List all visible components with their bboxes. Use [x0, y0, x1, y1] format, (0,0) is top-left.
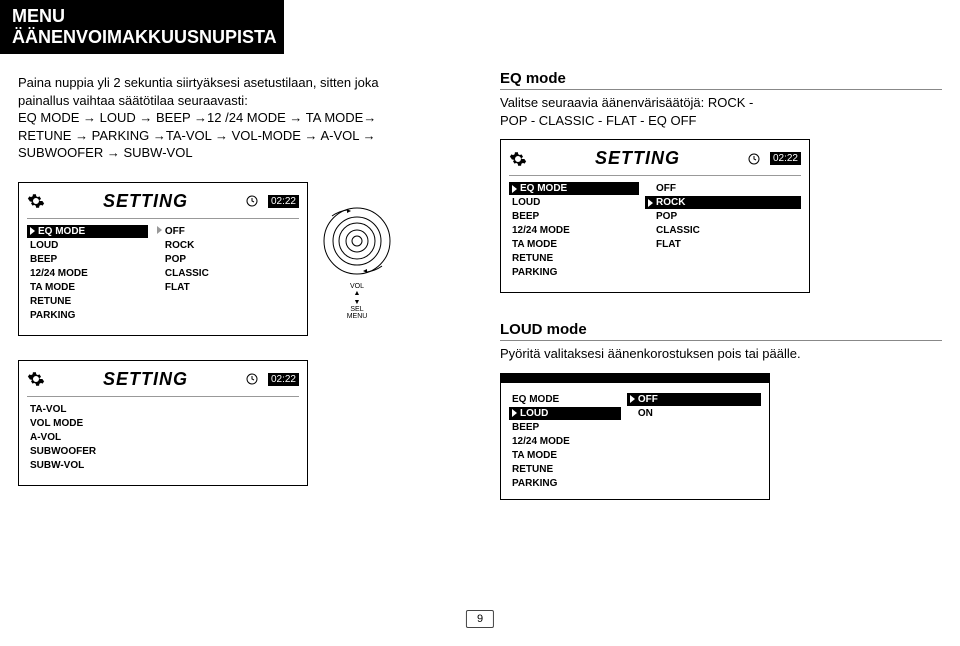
loud-mode-title: LOUD mode: [500, 321, 942, 341]
clock-icon: [246, 373, 258, 385]
setting-panel-loud: EQ MODELOUDBEEP12/24 MODETA MODERETUNEPA…: [500, 373, 770, 500]
knob-label-top: VOL▲: [322, 283, 392, 297]
triangle-icon: [30, 227, 35, 235]
panel-title: SETTING: [537, 148, 738, 169]
value-list: OFFROCKPOPCLASSICFLAT: [645, 182, 801, 280]
menu-item[interactable]: 12/24 MODE: [27, 267, 148, 280]
eq-mode-paragraph: Valitse seuraavia äänenvärisäätöjä: ROCK…: [500, 94, 942, 129]
menu-item[interactable]: TA-VOL: [27, 403, 299, 416]
left-column: Paina nuppia yli 2 sekuntia siirtyäksesi…: [18, 66, 460, 500]
loud-mode-paragraph: Pyöritä valitaksesi äänenkorostuksen poi…: [500, 345, 942, 363]
menu-item[interactable]: PARKING: [509, 266, 639, 279]
value-item[interactable]: OFF: [645, 182, 801, 195]
menu-item[interactable]: TA MODE: [27, 281, 148, 294]
menu-item[interactable]: RETUNE: [509, 463, 621, 476]
eq-mode-title: EQ mode: [500, 70, 942, 90]
menu-item[interactable]: EQ MODE: [509, 393, 621, 406]
knob-icon: [322, 206, 392, 276]
triangle-icon: [512, 185, 517, 193]
panel-row-1: SETTING 02:22 EQ MODELOUDBEEP12/24 MODETA …: [18, 172, 460, 336]
menu-list: TA-VOLVOL MODEA-VOLSUBWOOFERSUBW-VOL: [27, 403, 299, 473]
menu-item[interactable]: 12/24 MODE: [509, 435, 621, 448]
panel-time: 02:22: [268, 195, 299, 208]
menu-item[interactable]: SUBWOOFER: [27, 445, 299, 458]
clock-icon: [748, 153, 760, 165]
menu-item[interactable]: TA MODE: [509, 238, 639, 251]
value-list: OFFROCKPOPCLASSICFLAT: [154, 225, 299, 323]
value-item[interactable]: CLASSIC: [645, 224, 801, 237]
menu-item[interactable]: BEEP: [27, 253, 148, 266]
menu-list: EQ MODELOUDBEEP12/24 MODETA MODERETUNEPA…: [509, 182, 639, 280]
value-item[interactable]: POP: [154, 253, 299, 266]
panel-title: SETTING: [55, 191, 236, 212]
menu-list: EQ MODELOUDBEEP12/24 MODETA MODERETUNEPA…: [27, 225, 148, 323]
menu-item[interactable]: EQ MODE: [27, 225, 148, 238]
panel-time: 02:22: [770, 152, 801, 165]
right-column: EQ mode Valitse seuraavia äänenvärisäätö…: [500, 66, 942, 500]
value-item[interactable]: CLASSIC: [154, 267, 299, 280]
menu-item[interactable]: VOL MODE: [27, 417, 299, 430]
panel-header-strip: [501, 373, 769, 383]
menu-item[interactable]: BEEP: [509, 421, 621, 434]
panel-time: 02:22: [268, 373, 299, 386]
value-item[interactable]: ROCK: [645, 196, 801, 209]
value-item[interactable]: OFF: [154, 225, 299, 238]
panel-header: SETTING 02:22: [27, 369, 299, 397]
value-item[interactable]: OFF: [627, 393, 761, 406]
panel-body: EQ MODELOUDBEEP12/24 MODETA MODERETUNEPA…: [509, 387, 761, 491]
value-item[interactable]: POP: [645, 210, 801, 223]
panel-header: SETTING 02:22: [27, 191, 299, 219]
value-item[interactable]: FLAT: [154, 281, 299, 294]
panel-body: EQ MODELOUDBEEP12/24 MODETA MODERETUNEPA…: [27, 219, 299, 323]
menu-item[interactable]: A-VOL: [27, 431, 299, 444]
menu-item[interactable]: BEEP: [509, 210, 639, 223]
menu-item[interactable]: LOUD: [509, 196, 639, 209]
menu-list: EQ MODELOUDBEEP12/24 MODETA MODERETUNEPA…: [509, 393, 621, 491]
content-area: Paina nuppia yli 2 sekuntia siirtyäksesi…: [0, 54, 960, 500]
gear-icon: [509, 150, 527, 168]
value-item[interactable]: FLAT: [645, 238, 801, 251]
gear-icon: [27, 370, 45, 388]
menu-item[interactable]: LOUD: [509, 407, 621, 420]
value-item[interactable]: ON: [627, 407, 761, 420]
panel-header: SETTING 02:22: [509, 148, 801, 176]
menu-item[interactable]: SUBW-VOL: [27, 459, 299, 472]
panel-body: TA-VOLVOL MODEA-VOLSUBWOOFERSUBW-VOL: [27, 397, 299, 473]
menu-item[interactable]: LOUD: [27, 239, 148, 252]
triangle-icon: [512, 409, 517, 417]
menu-item[interactable]: RETUNE: [509, 252, 639, 265]
value-item[interactable]: ROCK: [154, 239, 299, 252]
menu-item[interactable]: EQ MODE: [509, 182, 639, 195]
setting-panel-1: SETTING 02:22 EQ MODELOUDBEEP12/24 MODETA …: [18, 182, 308, 336]
menu-item[interactable]: RETUNE: [27, 295, 148, 308]
triangle-icon: [648, 199, 653, 207]
page-header: MENU ÄÄNENVOIMAKKUUSNUPISTA: [0, 0, 284, 54]
panel-body: EQ MODELOUDBEEP12/24 MODETA MODERETUNEPA…: [509, 176, 801, 280]
intro-paragraph: Paina nuppia yli 2 sekuntia siirtyäksesi…: [18, 74, 460, 162]
knob-label-bottom: ▼SELMENU: [322, 299, 392, 320]
triangle-icon: [157, 226, 162, 234]
gear-icon: [27, 192, 45, 210]
panel-title: SETTING: [55, 369, 236, 390]
menu-item[interactable]: 12/24 MODE: [509, 224, 639, 237]
clock-icon: [246, 195, 258, 207]
menu-item[interactable]: PARKING: [27, 309, 148, 322]
setting-panel-eq: SETTING 02:22 EQ MODELOUDBEEP12/24 MODETA …: [500, 139, 810, 293]
value-list: OFFON: [627, 393, 761, 491]
setting-panel-2: SETTING 02:22 TA-VOLVOL MODEA-VOLSUBWOOFER…: [18, 360, 308, 486]
menu-item[interactable]: PARKING: [509, 477, 621, 490]
volume-knob[interactable]: VOL▲ ▼SELMENU: [322, 206, 392, 320]
page-number: 9: [466, 610, 494, 628]
menu-item[interactable]: TA MODE: [509, 449, 621, 462]
triangle-icon: [630, 395, 635, 403]
